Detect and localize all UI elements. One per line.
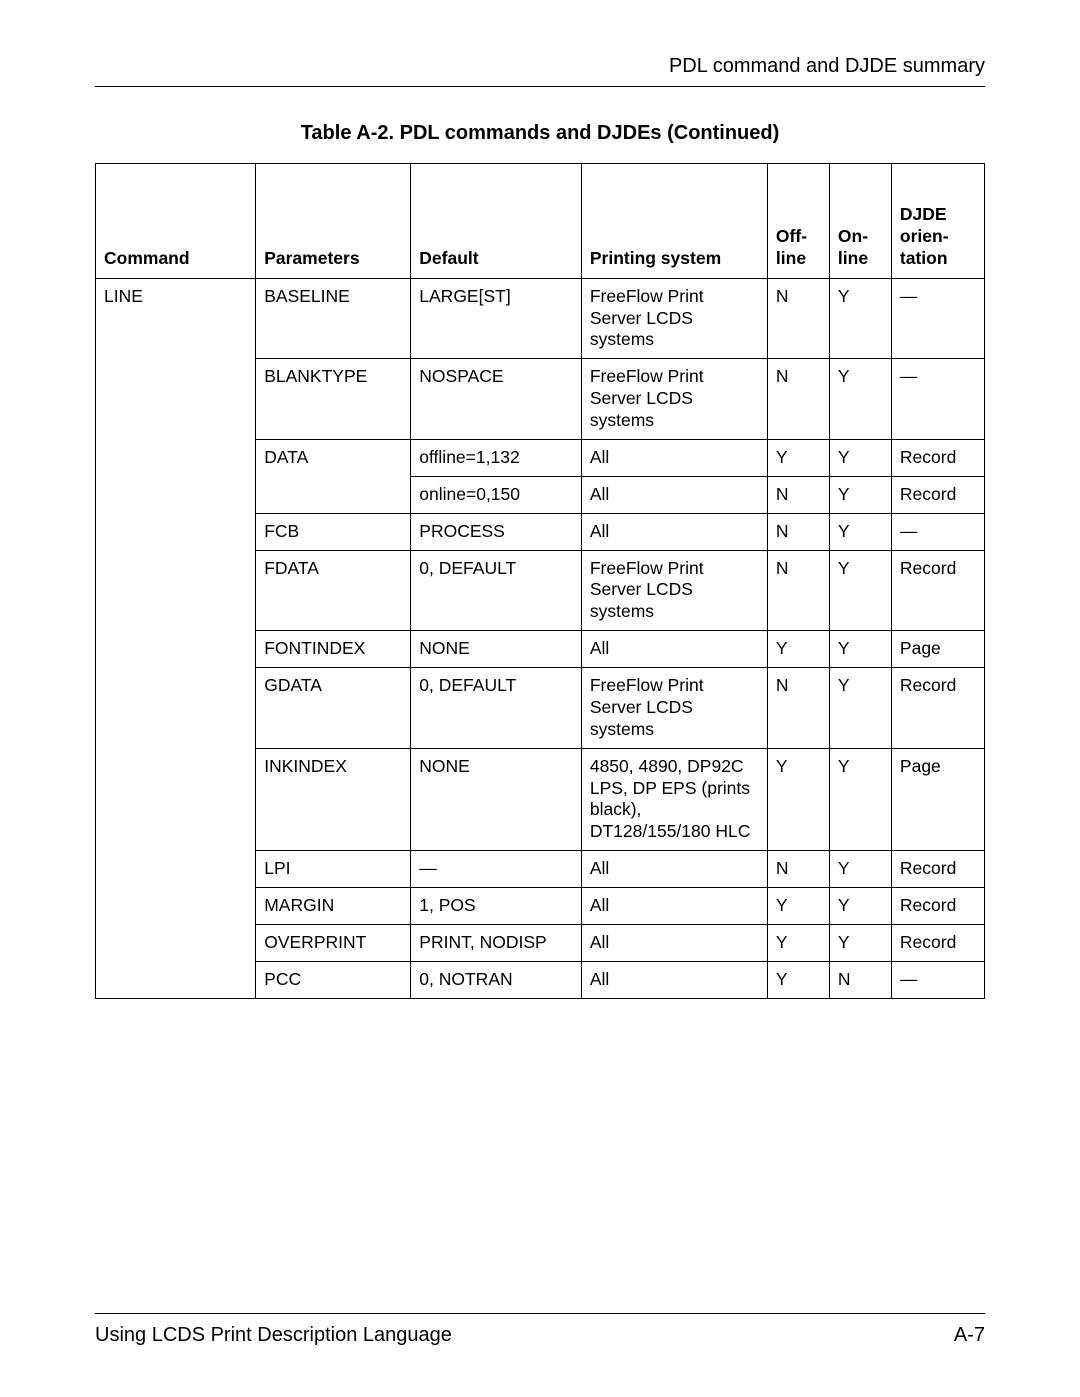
cell-default: 1, POS	[411, 888, 582, 925]
cell-parameter: OVERPRINT	[256, 924, 411, 961]
cell-parameter: GDATA	[256, 668, 411, 749]
commands-table: Command Parameters Default Printing syst…	[95, 163, 985, 999]
cell-default: PROCESS	[411, 513, 582, 550]
col-printing-system: Printing system	[581, 164, 767, 279]
cell-printing-system: All	[581, 888, 767, 925]
header-section-title: PDL command and DJDE summary	[95, 55, 985, 87]
page-footer: Using LCDS Print Description Language A-…	[95, 1313, 985, 1347]
cell-djde: —	[891, 961, 984, 998]
cell-printing-system: All	[581, 439, 767, 476]
cell-online: Y	[829, 513, 891, 550]
cell-printing-system: FreeFlow Print Server LCDS systems	[581, 278, 767, 359]
cell-online: Y	[829, 851, 891, 888]
cell-parameter: LPI	[256, 851, 411, 888]
cell-djde: —	[891, 278, 984, 359]
cell-parameter	[256, 476, 411, 513]
col-djde: DJDE orien-tation	[891, 164, 984, 279]
cell-printing-system: FreeFlow Print Server LCDS systems	[581, 668, 767, 749]
footer-right: A-7	[954, 1324, 985, 1347]
cell-printing-system: 4850, 4890, DP92C LPS, DP EPS (prints bl…	[581, 748, 767, 851]
col-parameters: Parameters	[256, 164, 411, 279]
cell-djde: Page	[891, 748, 984, 851]
cell-printing-system: All	[581, 924, 767, 961]
cell-parameter: INKINDEX	[256, 748, 411, 851]
cell-printing-system: All	[581, 851, 767, 888]
cell-parameter: PCC	[256, 961, 411, 998]
cell-online: Y	[829, 748, 891, 851]
table-title: Table A-2. PDL commands and DJDEs (Conti…	[95, 122, 985, 145]
cell-online: Y	[829, 476, 891, 513]
cell-djde: Record	[891, 924, 984, 961]
cell-parameter: DATA	[256, 439, 411, 476]
cell-offline: Y	[767, 439, 829, 476]
col-command: Command	[96, 164, 256, 279]
cell-djde: Record	[891, 888, 984, 925]
cell-offline: Y	[767, 924, 829, 961]
cell-default: NONE	[411, 631, 582, 668]
col-offline: Off-line	[767, 164, 829, 279]
cell-online: Y	[829, 550, 891, 631]
cell-printing-system: FreeFlow Print Server LCDS systems	[581, 359, 767, 440]
cell-default: NONE	[411, 748, 582, 851]
cell-djde: Record	[891, 668, 984, 749]
cell-default: 0, DEFAULT	[411, 668, 582, 749]
cell-online: Y	[829, 278, 891, 359]
cell-default: PRINT, NODISP	[411, 924, 582, 961]
cell-djde: Record	[891, 439, 984, 476]
cell-offline: N	[767, 476, 829, 513]
cell-default: offline=1,132	[411, 439, 582, 476]
cell-djde: —	[891, 359, 984, 440]
cell-djde: —	[891, 513, 984, 550]
document-page: PDL command and DJDE summary Table A-2. …	[0, 0, 1080, 1397]
cell-parameter: FONTINDEX	[256, 631, 411, 668]
table-body: LINEBASELINELARGE[ST]FreeFlow Print Serv…	[96, 278, 985, 998]
cell-online: Y	[829, 668, 891, 749]
cell-default: online=0,150	[411, 476, 582, 513]
cell-online: Y	[829, 631, 891, 668]
cell-online: Y	[829, 924, 891, 961]
cell-printing-system: All	[581, 476, 767, 513]
cell-offline: N	[767, 550, 829, 631]
cell-djde: Record	[891, 851, 984, 888]
table-header-row: Command Parameters Default Printing syst…	[96, 164, 985, 279]
table-row: LINEBASELINELARGE[ST]FreeFlow Print Serv…	[96, 278, 985, 359]
cell-default: NOSPACE	[411, 359, 582, 440]
cell-parameter: MARGIN	[256, 888, 411, 925]
footer-left: Using LCDS Print Description Language	[95, 1324, 452, 1347]
cell-default: 0, DEFAULT	[411, 550, 582, 631]
cell-default: LARGE[ST]	[411, 278, 582, 359]
cell-command: LINE	[96, 278, 256, 998]
cell-parameter: FCB	[256, 513, 411, 550]
cell-offline: Y	[767, 961, 829, 998]
cell-offline: N	[767, 668, 829, 749]
cell-parameter: BASELINE	[256, 278, 411, 359]
cell-offline: Y	[767, 888, 829, 925]
cell-online: Y	[829, 359, 891, 440]
col-online: On-line	[829, 164, 891, 279]
cell-offline: N	[767, 359, 829, 440]
cell-offline: Y	[767, 631, 829, 668]
cell-djde: Record	[891, 550, 984, 631]
cell-printing-system: FreeFlow Print Server LCDS systems	[581, 550, 767, 631]
cell-printing-system: All	[581, 961, 767, 998]
cell-offline: N	[767, 513, 829, 550]
cell-printing-system: All	[581, 631, 767, 668]
cell-default: 0, NOTRAN	[411, 961, 582, 998]
cell-offline: Y	[767, 748, 829, 851]
cell-online: Y	[829, 888, 891, 925]
cell-online: Y	[829, 439, 891, 476]
cell-parameter: FDATA	[256, 550, 411, 631]
cell-offline: N	[767, 851, 829, 888]
cell-online: N	[829, 961, 891, 998]
cell-default: —	[411, 851, 582, 888]
cell-djde: Page	[891, 631, 984, 668]
col-default: Default	[411, 164, 582, 279]
cell-printing-system: All	[581, 513, 767, 550]
cell-offline: N	[767, 278, 829, 359]
cell-djde: Record	[891, 476, 984, 513]
cell-parameter: BLANKTYPE	[256, 359, 411, 440]
